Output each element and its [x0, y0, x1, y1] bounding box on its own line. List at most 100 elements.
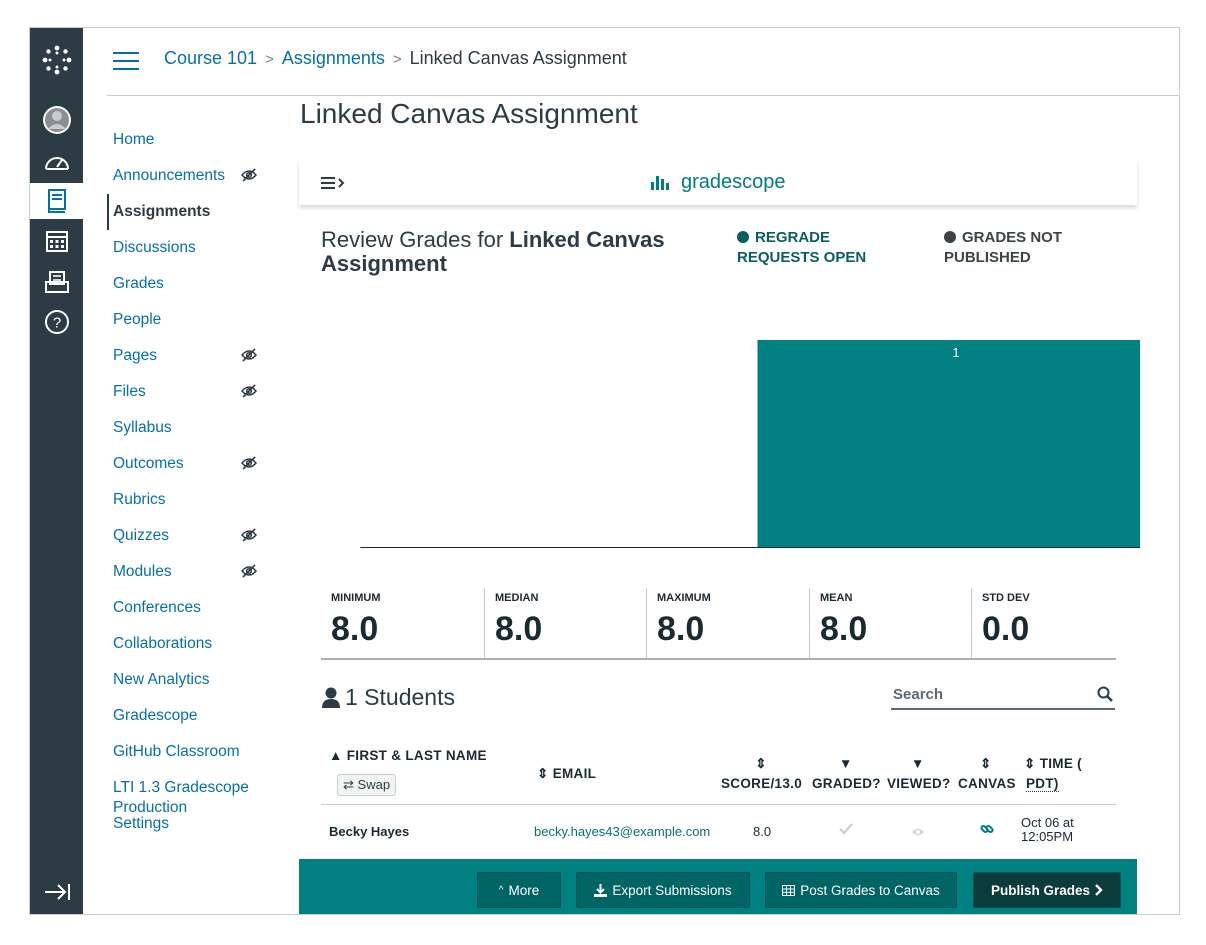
gradescope-brand: gradescope: [651, 171, 786, 194]
swap-icon: ⇄: [343, 777, 354, 792]
regrade-status[interactable]: REGRADE REQUESTS OPEN: [737, 228, 907, 268]
column-header-time[interactable]: ⇕ TIME (: [1024, 756, 1082, 772]
stat-maximum: MAXIMUM 8.0: [646, 588, 809, 658]
sidebar-item-label: Files: [113, 383, 146, 400]
sidebar-item-label: Assignments: [113, 203, 211, 220]
column-header-score[interactable]: SCORE/13.0: [721, 776, 803, 791]
swap-label: Swap: [357, 777, 391, 792]
stat-label: MINIMUM: [331, 592, 381, 604]
hidden-eye-icon: [241, 168, 257, 188]
sort-icon[interactable]: ⇕: [755, 756, 767, 771]
table-icon: [782, 884, 796, 896]
sidebar-item-label: Pages: [113, 347, 157, 364]
table-row[interactable]: Becky Hayes becky.hayes43@example.com 8.…: [321, 804, 1116, 861]
sidebar-item-label: Quizzes: [113, 527, 169, 544]
canvas-link-icon[interactable]: [980, 822, 994, 839]
swap-button[interactable]: ⇄ Swap: [337, 774, 397, 796]
column-header-canvas[interactable]: CANVAS: [958, 776, 1016, 791]
sort-desc-icon[interactable]: ▼: [911, 756, 925, 771]
review-heading-assignment: Linked Canvas Assignment: [321, 227, 665, 276]
account-avatar-icon[interactable]: [30, 102, 83, 138]
column-header-viewed[interactable]: VIEWED?: [887, 776, 951, 791]
submission-time-date: Oct 06 at: [1021, 815, 1074, 830]
sidebar-item-label: Collaborations: [113, 635, 213, 652]
chevron-right-icon: [1095, 884, 1103, 896]
sort-desc-icon[interactable]: ▼: [839, 756, 853, 771]
review-heading: Review Grades for Linked Canvas Assignme…: [321, 228, 701, 276]
gradescope-wordmark: gradescope: [681, 171, 786, 193]
grades-status[interactable]: GRADES NOT PUBLISHED: [944, 228, 1114, 268]
post-grades-label: Post Grades to Canvas: [800, 882, 940, 898]
stat-label: MAXIMUM: [657, 592, 711, 604]
sidebar-item-label: LTI 1.3 Gradescope Production: [113, 779, 249, 816]
gradescope-logo-icon: [651, 175, 669, 190]
export-submissions-button[interactable]: Export Submissions: [576, 872, 750, 908]
graded-check-icon: [839, 823, 853, 838]
sidebar-item-label: New Analytics: [113, 671, 210, 688]
column-header-email-label: EMAIL: [552, 766, 597, 781]
user-icon: [322, 687, 340, 708]
sidebar-item-label: GitHub Classroom: [113, 743, 240, 760]
breadcrumb: Course 101 > Assignments > Linked Canvas Ass…: [164, 48, 627, 69]
dashboard-icon[interactable]: [30, 144, 83, 180]
sort-icon: ⇕: [1024, 756, 1036, 771]
sidebar-item-label: Grades: [113, 275, 164, 292]
publish-grades-label: Publish Grades: [990, 882, 1091, 898]
sidebar-item-label: Conferences: [113, 599, 201, 616]
student-name[interactable]: Becky Hayes: [329, 824, 410, 839]
export-submissions-label: Export Submissions: [612, 882, 732, 898]
breadcrumb-course[interactable]: Course 101: [164, 48, 258, 68]
gradescope-menu-icon[interactable]: [321, 175, 347, 196]
breadcrumb-assignments[interactable]: Assignments: [281, 48, 385, 68]
breadcrumb-separator-icon: >: [392, 51, 402, 68]
student-email[interactable]: becky.hayes43@example.com: [534, 824, 711, 839]
stat-value: 8.0: [331, 610, 379, 648]
action-bar: ^ More Export Submissions Post Grades to …: [299, 859, 1137, 914]
calendar-icon[interactable]: [30, 223, 83, 259]
sort-icon: ⇕: [537, 766, 549, 781]
breadcrumb-current: Linked Canvas Assignment: [409, 48, 627, 68]
sidebar-item-label: Home: [113, 131, 155, 148]
download-icon: [594, 883, 608, 897]
hamburger-menu-icon[interactable]: [113, 52, 139, 70]
sidebar-item-label: Discussions: [113, 239, 196, 256]
score-histogram: 1012345678910111213: [360, 340, 1141, 548]
help-icon[interactable]: ?: [30, 304, 83, 340]
status-dot-icon: [737, 231, 749, 243]
sidebar-item-label: Gradescope: [113, 707, 198, 724]
app-frame: ? Course 101 > Assignments > Linked Canvas A…: [29, 27, 1180, 915]
hidden-eye-icon: [241, 528, 257, 548]
stat-label: MEDIAN: [495, 592, 539, 604]
sort-icon[interactable]: ⇕: [980, 756, 992, 771]
sort-asc-icon: ▲: [329, 748, 343, 763]
column-header-email[interactable]: ⇕ EMAIL: [537, 766, 596, 782]
more-button[interactable]: ^ More: [477, 872, 561, 908]
histogram-bar[interactable]: [757, 340, 1141, 548]
inbox-icon[interactable]: [30, 264, 83, 300]
stat-value: 8.0: [495, 610, 543, 648]
sidebar-item-label: Syllabus: [113, 419, 172, 436]
canvas-logo-icon[interactable]: [30, 42, 83, 78]
column-header-name[interactable]: ▲ FIRST & LAST NAME: [329, 748, 487, 763]
stat-mean: MEAN 8.0: [809, 588, 971, 658]
courses-icon[interactable]: [30, 183, 83, 219]
svg-text:?: ?: [52, 315, 60, 332]
student-score: 8.0: [753, 824, 772, 839]
search-icon[interactable]: [1097, 686, 1113, 702]
sidebar-item-label: Announcements: [113, 167, 226, 184]
column-header-graded[interactable]: GRADED?: [812, 776, 881, 791]
post-grades-button[interactable]: Post Grades to Canvas: [765, 872, 957, 908]
bar-count-label: 1: [952, 345, 959, 360]
global-nav: ?: [30, 28, 83, 914]
students-count: 1 Students: [321, 684, 455, 711]
search-input[interactable]: Search: [891, 684, 1115, 710]
header: Course 101 > Assignments > Linked Canvas Ass…: [107, 28, 1179, 96]
publish-grades-button[interactable]: Publish Grades: [973, 872, 1121, 908]
collapse-nav-icon[interactable]: [30, 874, 83, 910]
chevron-up-icon: ^: [498, 884, 504, 896]
hidden-eye-icon: [241, 348, 257, 368]
breadcrumb-separator-icon: >: [265, 51, 274, 68]
more-button-label: More: [508, 882, 540, 898]
sidebar-item-label: People: [113, 311, 162, 328]
stat-minimum: MINIMUM 8.0: [321, 588, 484, 658]
